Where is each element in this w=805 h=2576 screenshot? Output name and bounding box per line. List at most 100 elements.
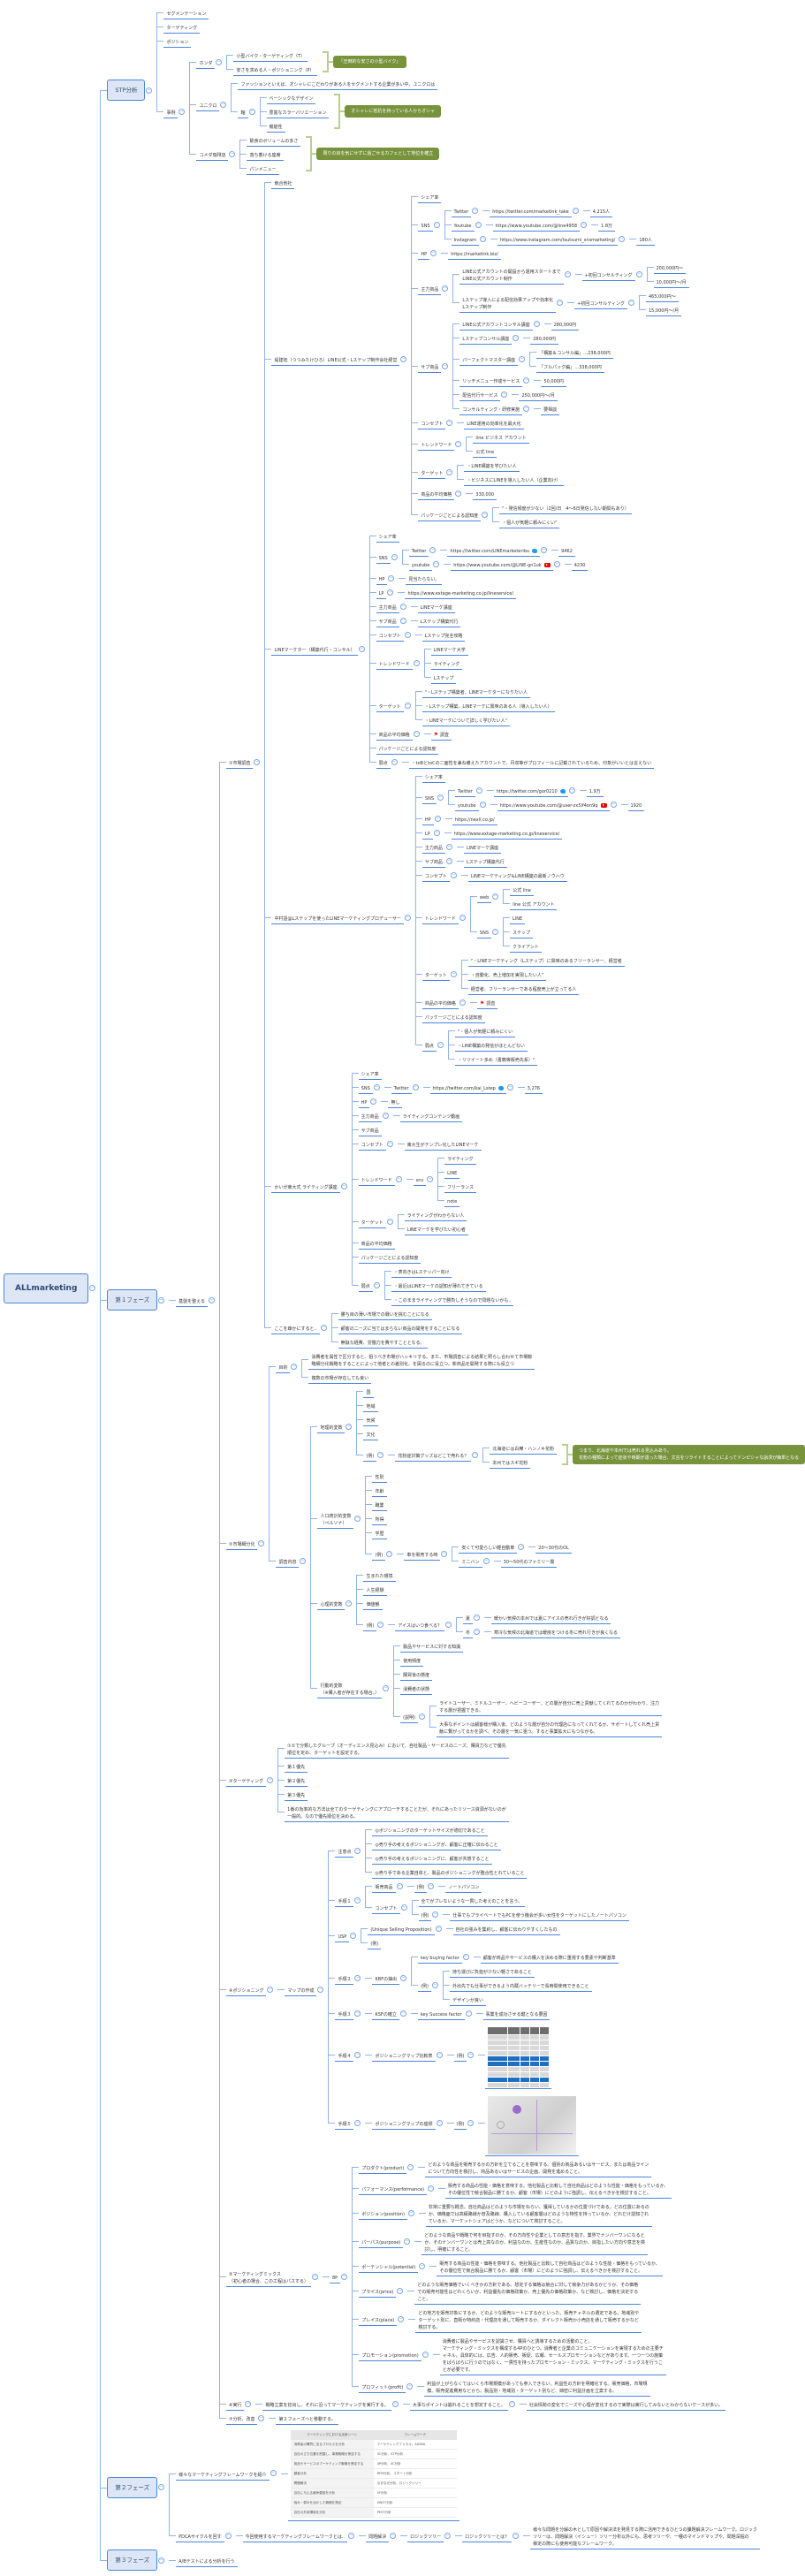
collapse-toggle-icon[interactable]: −: [258, 1539, 265, 1546]
mindmap-topic[interactable]: シェア率: [358, 1066, 382, 1080]
mindmap-topic[interactable]: 性別: [372, 1469, 387, 1483]
mindmap-topic[interactable]: LINEマーケティング&LINE構築の最新ノウハウ: [467, 868, 567, 882]
collapse-toggle-icon[interactable]: −: [254, 758, 261, 765]
mindmap-topic[interactable]: 戦略立案を捻出し、それに沿ってマーケティングを実行する。: [262, 2397, 391, 2411]
collapse-toggle-icon[interactable]: −: [354, 1847, 361, 1854]
mindmap-topic[interactable]: 北海道には白樺・ハンノキ花粉: [490, 1440, 558, 1455]
collapse-toggle-icon[interactable]: −: [564, 270, 571, 277]
mindmap-topic[interactable]: 人生経験: [363, 1582, 387, 1596]
mindmap-topic[interactable]: A/Bテストによる分析を行う: [176, 2553, 238, 2567]
mindmap-topic[interactable]: ファッションといえば、オシャレにこだわりがある人をセグメントする企業が多い中、ユ…: [238, 76, 438, 90]
mindmap-topic[interactable]: HP: [376, 571, 388, 585]
collapse-toggle-icon[interactable]: −: [432, 1911, 439, 1918]
collapse-toggle-icon[interactable]: −: [400, 1974, 407, 1981]
mindmap-topic[interactable]: 様々な問題を分解の木として原因や解決法を発見する際に活用できるひとつの課題解決フ…: [530, 2521, 760, 2549]
mindmap-topic[interactable]: key buying factor: [418, 1949, 462, 1964]
mindmap-topic[interactable]: LINE: [444, 1165, 460, 1179]
mindmap-topic[interactable]: ポーテンシャル(potential): [359, 2259, 419, 2273]
mindmap-topic[interactable]: 無し: [388, 1094, 403, 1108]
mindmap-topic[interactable]: 競合他社: [271, 175, 295, 189]
mindmap-topic[interactable]: SNS: [421, 790, 437, 804]
mindmap-topic[interactable]: Twitter: [455, 783, 475, 797]
mindmap-topic[interactable]: 安くて可愛らしい軽自動車: [459, 1539, 518, 1554]
mindmap-topic[interactable]: ②市場細分化: [225, 1536, 258, 1550]
collapse-toggle-icon[interactable]: −: [407, 2163, 414, 2170]
collapse-toggle-icon[interactable]: −: [450, 970, 457, 977]
collapse-toggle-icon[interactable]: −: [311, 2273, 318, 2280]
collapse-toggle-icon[interactable]: −: [387, 589, 394, 596]
mindmap-topic[interactable]: ⑥実行: [225, 2397, 245, 2411]
mindmap-topic[interactable]: 暖かい気候の本州では夏にアイスの売れ行きが好調となる: [491, 1610, 611, 1624]
collapse-toggle-icon[interactable]: −: [358, 645, 365, 652]
collapse-toggle-icon[interactable]: −: [373, 1083, 380, 1090]
collapse-toggle-icon[interactable]: −: [434, 815, 441, 822]
mindmap-topic[interactable]: (Unique Selling Proposition): [368, 1921, 435, 1935]
mindmap-topic[interactable]: ⚑ 調査: [476, 995, 498, 1009]
mindmap-topic[interactable]: 複数の市場が存在しても良い: [308, 1370, 372, 1384]
mindmap-topic[interactable]: 「構築＆コンサル編」…238,000円: [536, 345, 613, 359]
mindmap-topic[interactable]: コンセプト: [376, 627, 404, 642]
collapse-toggle-icon[interactable]: −: [501, 391, 508, 398]
collapse-toggle-icon[interactable]: −: [513, 2532, 520, 2539]
mindmap-topic[interactable]: 主力商品: [418, 281, 442, 295]
collapse-toggle-icon[interactable]: −: [627, 299, 634, 306]
collapse-toggle-icon[interactable]: −: [430, 249, 437, 256]
mindmap-topic[interactable]: 1920: [627, 797, 645, 811]
mindmap-topic[interactable]: パッケージごとによる認知度: [358, 1250, 421, 1264]
mindmap-topic[interactable]: 大事なポイントは顧客様が購入後、どのような層が自分の代理店になってくれてるか、サ…: [437, 1716, 663, 1737]
mindmap-topic[interactable]: LINE公式アカウントの開設から運用スタートまで LINE公式アカウント制作: [459, 263, 564, 285]
mindmap-topic[interactable]: HP: [358, 1094, 370, 1108]
mindmap-topic[interactable]: https://nexll.co.jp/: [452, 811, 497, 825]
mindmap-topic[interactable]: (例): [372, 1546, 386, 1561]
collapse-toggle-icon[interactable]: −: [413, 730, 420, 737]
mindmap-topic[interactable]: 弱点: [421, 1037, 437, 1052]
mindmap-topic[interactable]: ・Lステップ構築、LINEマーケに興味のある人（導入したい人）: [421, 698, 555, 712]
mindmap-topic[interactable]: 公式 line: [473, 444, 497, 458]
mindmap-topic[interactable]: web: [476, 889, 492, 903]
mindmap-topic[interactable]: 顧客が商品やサービスの購入を決める際に重視する要素や判断基準: [480, 1949, 619, 1964]
mindmap-topic[interactable]: ・最近はLINEマーケの認知が薄れてきている: [391, 1278, 486, 1292]
mindmap-topic[interactable]: ・個人が気軽に頼みにくい": [499, 514, 560, 528]
mindmap-topic[interactable]: 280,000円: [551, 316, 580, 331]
mindmap-topic[interactable]: 3,276: [524, 1080, 543, 1094]
collapse-toggle-icon[interactable]: −: [377, 1621, 384, 1628]
collapse-toggle-icon[interactable]: −: [474, 1628, 481, 1635]
collapse-toggle-icon[interactable]: −: [382, 1112, 389, 1119]
mindmap-topic[interactable]: https://twitter.com/kai_Lstep: [429, 1080, 506, 1094]
collapse-toggle-icon[interactable]: −: [341, 2273, 348, 2280]
mindmap-topic[interactable]: ・LINE構築の発信がほとんどない: [454, 1037, 528, 1052]
mindmap-topic[interactable]: sns: [413, 1172, 427, 1186]
mindmap-topic[interactable]: パフォーマンス(performance): [359, 2181, 428, 2195]
mindmap-topic[interactable]: 人口統計的変数 （ペルソナ）: [317, 1508, 354, 1529]
collapse-toggle-icon[interactable]: −: [340, 1182, 347, 1189]
mindmap-topic[interactable]: LINE: [510, 910, 526, 924]
collapse-toggle-icon[interactable]: −: [435, 1925, 442, 1932]
phase-topic[interactable]: 第３フェーズ: [107, 2549, 158, 2571]
mindmap-topic[interactable]: 安さを求める人・ポジショニング（P）: [233, 62, 317, 76]
mindmap-topic[interactable]: (説明): [400, 1709, 419, 1723]
collapse-toggle-icon[interactable]: −: [399, 617, 406, 624]
phase-topic[interactable]: 第１フェーズ: [107, 1289, 158, 1311]
mindmap-topic[interactable]: 要相談: [541, 401, 560, 415]
mindmap-topic[interactable]: Lステップ: [430, 670, 457, 684]
mindmap-topic[interactable]: 第３優先: [285, 1787, 308, 1801]
mindmap-topic[interactable]: ベーシックなデザイン: [266, 90, 316, 104]
collapse-toggle-icon[interactable]: −: [404, 2238, 411, 2245]
mindmap-topic[interactable]: 商品の平均価格: [421, 995, 459, 1009]
collapse-toggle-icon[interactable]: −: [404, 914, 411, 921]
mindmap-topic[interactable]: リッチメニュー作成サービス: [459, 373, 523, 387]
mindmap-topic[interactable]: 事業を成功させる鍵となる要因: [482, 2006, 551, 2020]
mindmap-topic[interactable]: マーケティングにおける活用シーン フレームワーク 消費者の購買に至るプロセスを分析マ…: [287, 2425, 459, 2521]
mindmap-topic[interactable]: ターゲット: [421, 967, 450, 981]
mindmap-topic[interactable]: ・自動化、売上増加を実現したい人": [467, 967, 547, 981]
mindmap-topic[interactable]: ・ビジネスにLINEを導入したい人（企業向け）: [464, 472, 564, 486]
collapse-toggle-icon[interactable]: −: [462, 1953, 469, 1960]
mindmap-topic[interactable]: ライティング: [444, 1151, 476, 1165]
mindmap-topic[interactable]: https://www.youtube.com/@LINE-gn1uk: [451, 557, 553, 571]
mindmap-topic[interactable]: ターゲット: [358, 1214, 386, 1228]
mindmap-topic[interactable]: 機能性: [266, 118, 285, 133]
collapse-toggle-icon[interactable]: −: [399, 2010, 406, 2017]
collapse-toggle-icon[interactable]: −: [400, 355, 407, 362]
collapse-toggle-icon[interactable]: −: [146, 87, 153, 94]
mindmap-topic[interactable]: 330,000: [473, 486, 497, 500]
